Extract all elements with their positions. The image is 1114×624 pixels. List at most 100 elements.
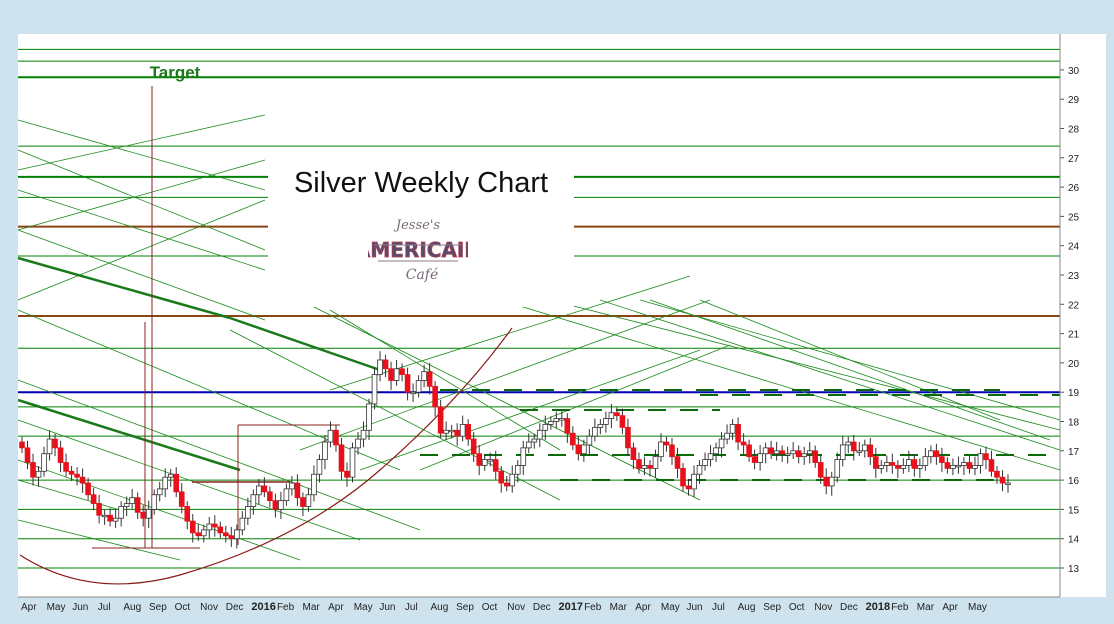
candle-body xyxy=(850,441,857,452)
candle-body xyxy=(597,424,604,428)
candle-body xyxy=(410,391,416,395)
candle-body xyxy=(267,491,273,502)
candle-body xyxy=(536,429,543,440)
x-tick-label: Mar xyxy=(917,602,935,613)
trend-line xyxy=(17,119,266,191)
candle-body xyxy=(492,459,499,472)
y-tick-label: 17 xyxy=(1068,447,1080,458)
candle-body xyxy=(548,421,554,425)
candle-body xyxy=(333,429,339,446)
candle-body xyxy=(355,438,361,449)
x-tick-label: 2017 xyxy=(558,601,582,613)
logo-word-3: Café xyxy=(406,267,439,283)
candle-body xyxy=(443,429,449,434)
candle-body xyxy=(96,503,102,516)
candle-body xyxy=(421,371,427,381)
candle-body xyxy=(173,473,180,493)
candle-body xyxy=(751,456,758,463)
candle-body xyxy=(1005,482,1011,485)
x-tick-label: Jul xyxy=(405,602,418,613)
candle-body xyxy=(917,465,923,469)
candle-body xyxy=(972,465,978,469)
candle-body xyxy=(872,456,879,469)
candle-body xyxy=(928,450,934,458)
x-tick-label: Apr xyxy=(328,602,344,613)
candle-body xyxy=(839,444,846,460)
x-tick-label: May xyxy=(661,602,680,613)
candle-body xyxy=(806,450,813,455)
candle-body xyxy=(283,488,290,502)
candle-body xyxy=(636,459,642,469)
y-tick-label: 16 xyxy=(1068,476,1080,487)
candle-body xyxy=(663,441,670,446)
candle-body xyxy=(647,465,653,469)
candle-body xyxy=(724,432,730,440)
logo-word-1: Jesse's xyxy=(393,218,441,233)
trend-line xyxy=(649,299,1051,441)
candle-body xyxy=(46,438,53,455)
candle-body xyxy=(944,462,951,469)
x-tick-label: Nov xyxy=(200,602,218,613)
candle-body xyxy=(448,429,455,433)
y-axis: 13 14 15 16 17 18 19 20 21 22 23 24 25 26 27 28 29 30 xyxy=(1059,34,1080,597)
candle-body xyxy=(63,462,69,472)
y-tick-label: 22 xyxy=(1068,300,1080,311)
candle-body xyxy=(542,424,549,431)
candle-body xyxy=(35,470,42,478)
trend-line xyxy=(17,229,266,321)
trend-line-thick xyxy=(17,398,241,472)
candle-body xyxy=(112,517,119,522)
candle-body xyxy=(740,441,747,446)
x-axis: Apr May Jun Jul Aug Sep Oct Nov Dec 2016 Feb Mar Apr… xyxy=(18,596,1060,613)
candle-body xyxy=(19,441,25,449)
x-tick-label: Feb xyxy=(277,602,295,613)
candle-body xyxy=(795,450,802,458)
trend-line xyxy=(329,309,561,451)
x-tick-label: Oct xyxy=(789,602,805,613)
candle-body xyxy=(867,444,874,458)
trend-line xyxy=(17,519,181,561)
candle-body xyxy=(614,412,620,417)
candle-body xyxy=(388,368,394,381)
trend-line xyxy=(17,159,266,231)
trend-line xyxy=(17,114,266,171)
y-tick-label: 30 xyxy=(1068,66,1080,77)
candle-body xyxy=(531,438,538,443)
y-tick-label: 28 xyxy=(1068,125,1080,136)
candle-body xyxy=(900,465,907,469)
candle-body xyxy=(779,450,785,455)
candle-body xyxy=(74,473,80,478)
x-tick-label: Apr xyxy=(635,602,651,613)
y-tick-label: 19 xyxy=(1068,388,1080,399)
candle-body xyxy=(729,424,736,434)
candle-body xyxy=(338,444,345,472)
candle-body xyxy=(316,459,323,475)
trend-line xyxy=(17,419,361,541)
candle-body xyxy=(702,459,708,466)
candle-body xyxy=(371,374,378,405)
x-tick-label: Nov xyxy=(814,602,832,613)
trend-line xyxy=(599,299,1061,451)
candle-body xyxy=(360,429,367,440)
candle-body xyxy=(625,426,631,449)
candle-body xyxy=(514,465,521,475)
trend-line-thick xyxy=(17,256,231,320)
candle-body xyxy=(735,424,741,443)
trend-line xyxy=(549,299,1061,431)
x-tick-label: Nov xyxy=(507,602,525,613)
candle-body xyxy=(57,447,64,463)
candle-body xyxy=(465,424,471,440)
candle-body xyxy=(658,441,664,458)
candle-body xyxy=(487,459,494,462)
candle-body xyxy=(481,459,488,466)
candle-body xyxy=(228,535,235,540)
candle-body xyxy=(592,426,598,437)
candle-body xyxy=(509,473,516,487)
candle-body xyxy=(107,514,113,522)
target-label: Target xyxy=(150,63,201,82)
y-tick-label: 27 xyxy=(1068,154,1080,165)
candle-body xyxy=(674,456,681,469)
candle-body xyxy=(223,532,229,537)
candle-body xyxy=(322,441,328,460)
